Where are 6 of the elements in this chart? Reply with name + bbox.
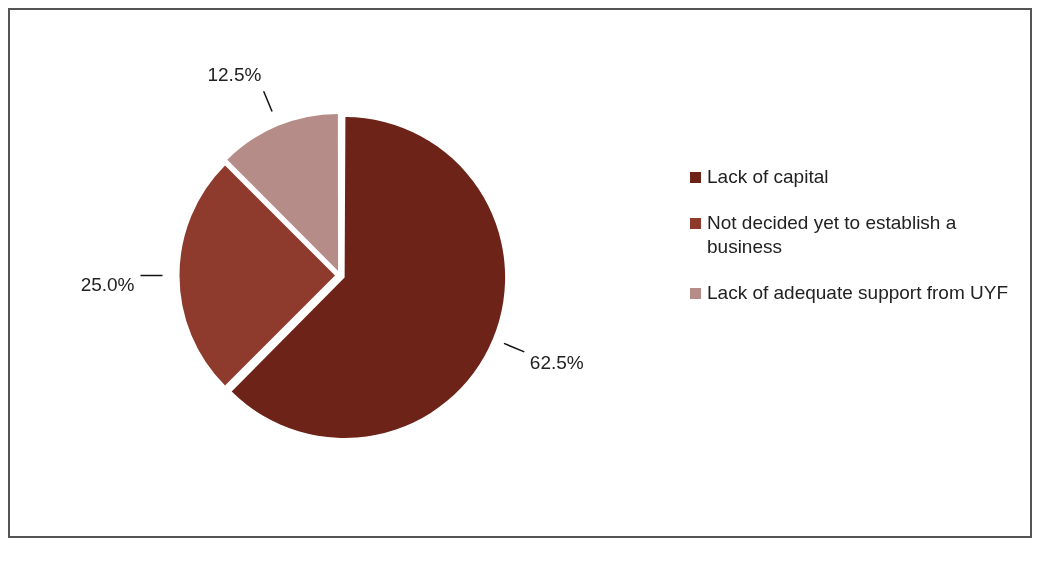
data-label: 62.5%	[529, 352, 584, 374]
data-label: 25.0%	[80, 273, 135, 295]
legend-label: Lack of capital	[707, 165, 829, 189]
legend-label: Lack of adequate support from UYF	[707, 281, 1008, 305]
legend-label: Not decided yet to establish a business	[707, 211, 958, 259]
data-label: 12.5%	[207, 63, 262, 85]
